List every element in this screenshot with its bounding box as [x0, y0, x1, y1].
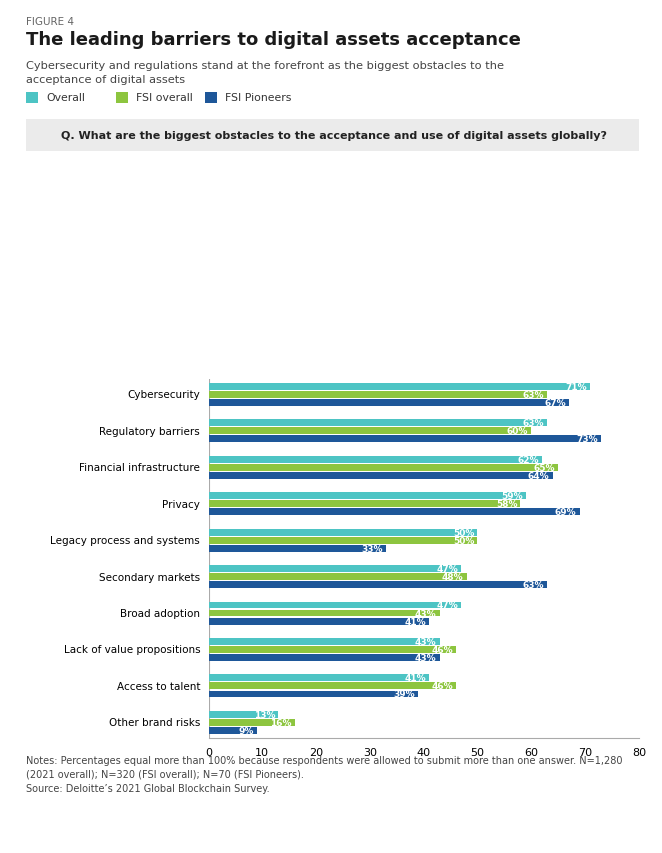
Bar [209, 610, 440, 617]
Bar [209, 618, 429, 624]
Text: 46%: 46% [431, 645, 453, 654]
Text: 59%: 59% [501, 491, 523, 501]
Bar [209, 654, 440, 661]
Bar [209, 727, 257, 734]
Text: 63%: 63% [523, 581, 544, 589]
Text: 47%: 47% [436, 565, 458, 573]
Bar [209, 420, 547, 426]
Bar [209, 464, 558, 471]
Text: 47%: 47% [436, 601, 458, 610]
Text: 46%: 46% [431, 682, 453, 691]
Text: Q. What are the biggest obstacles to the acceptance and use of digital assets gl: Q. What are the biggest obstacles to the… [62, 131, 607, 141]
Text: 71%: 71% [565, 382, 587, 392]
Text: 50%: 50% [453, 528, 474, 537]
Bar [209, 529, 477, 536]
Bar [209, 682, 456, 689]
Text: 60%: 60% [506, 426, 528, 436]
Text: 62%: 62% [517, 456, 539, 464]
Text: The leading barriers to digital assets acceptance: The leading barriers to digital assets a… [26, 31, 522, 49]
Bar [209, 436, 601, 443]
Bar [209, 545, 386, 552]
Bar [209, 537, 477, 544]
Bar [209, 566, 461, 572]
Bar [209, 508, 580, 515]
Text: 69%: 69% [555, 508, 577, 517]
Bar [209, 493, 526, 500]
Text: 41%: 41% [404, 674, 426, 682]
Bar [209, 602, 461, 609]
Bar [209, 428, 531, 435]
Text: Overall: Overall [46, 93, 85, 103]
Bar [209, 501, 520, 508]
Text: 64%: 64% [528, 471, 549, 480]
Text: 58%: 58% [496, 500, 517, 508]
Text: 63%: 63% [523, 419, 544, 427]
Text: 67%: 67% [544, 398, 566, 408]
Text: FIGURE 4: FIGURE 4 [26, 17, 75, 27]
Text: 9%: 9% [238, 726, 254, 735]
Text: 16%: 16% [270, 718, 291, 727]
Bar [209, 691, 418, 698]
Text: 50%: 50% [453, 536, 474, 545]
Text: 43%: 43% [415, 637, 437, 647]
Bar [209, 473, 553, 479]
Text: 73%: 73% [577, 435, 598, 444]
Text: Notes: Percentages equal more than 100% because respondents were allowed to subm: Notes: Percentages equal more than 100% … [26, 755, 623, 792]
Text: 39%: 39% [393, 690, 415, 699]
Text: 41%: 41% [404, 617, 426, 626]
Text: 48%: 48% [442, 572, 463, 582]
Text: FSI overall: FSI overall [136, 93, 193, 103]
Bar [209, 582, 547, 589]
Bar [209, 399, 569, 406]
Bar [209, 638, 440, 645]
Text: 13%: 13% [254, 710, 275, 719]
Text: Cybersecurity and regulations stand at the forefront as the biggest obstacles to: Cybersecurity and regulations stand at t… [26, 61, 504, 84]
Bar [209, 392, 547, 398]
Text: 65%: 65% [534, 463, 555, 473]
Text: 43%: 43% [415, 609, 437, 618]
Bar [209, 647, 456, 653]
Bar [209, 573, 467, 580]
Bar [209, 675, 429, 682]
Bar [209, 719, 295, 726]
Bar [209, 456, 542, 463]
Text: 33%: 33% [361, 544, 383, 553]
Text: 63%: 63% [523, 391, 544, 399]
Text: FSI Pioneers: FSI Pioneers [225, 93, 291, 103]
Bar [209, 711, 279, 718]
Text: 43%: 43% [415, 653, 437, 662]
Bar [209, 383, 591, 391]
